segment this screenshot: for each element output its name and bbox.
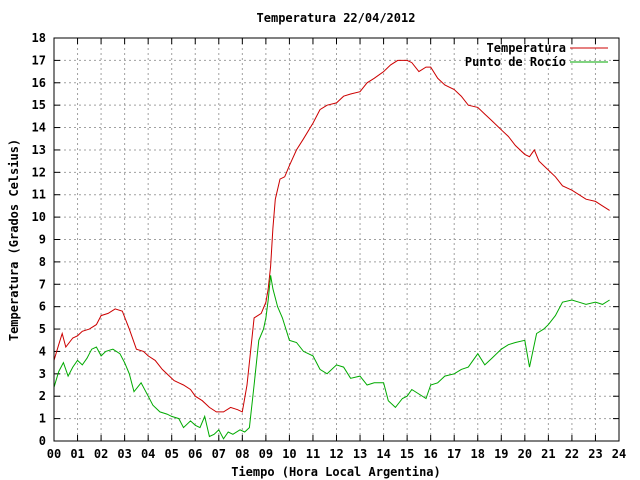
y-tick-label: 7 [39, 277, 46, 291]
x-tick-label: 17 [447, 447, 461, 461]
x-tick-label: 11 [306, 447, 320, 461]
y-tick-label: 0 [39, 434, 46, 448]
y-tick-label: 18 [32, 31, 46, 45]
x-tick-label: 05 [164, 447, 178, 461]
x-tick-label: 22 [565, 447, 579, 461]
y-tick-label: 1 [39, 412, 46, 426]
x-tick-label: 21 [541, 447, 555, 461]
y-tick-label: 13 [32, 143, 46, 157]
x-tick-label: 24 [612, 447, 626, 461]
plot-frame [53, 37, 620, 442]
series-line-temperatura [53, 59, 610, 413]
y-tick-label: 4 [39, 344, 46, 358]
series-line-punto-de-rocio [53, 275, 610, 440]
y-tick-label: 3 [39, 367, 46, 381]
x-tick-label: 10 [282, 447, 296, 461]
y-tick-label: 15 [32, 98, 46, 112]
y-tick-label: 6 [39, 300, 46, 314]
y-tick-label: 16 [32, 76, 46, 90]
x-tick-label: 20 [518, 447, 532, 461]
x-tick-label: 12 [329, 447, 343, 461]
y-tick-label: 12 [32, 165, 46, 179]
x-tick-label: 18 [471, 447, 485, 461]
y-tick-label: 2 [39, 389, 46, 403]
x-tick-label: 19 [494, 447, 508, 461]
chart-title: Temperatura 22/04/2012 [257, 11, 416, 25]
y-tick-label: 17 [32, 53, 46, 67]
legend-label-punto-de-rocio: Punto de Rocío [465, 55, 566, 69]
x-tick-label: 06 [188, 447, 202, 461]
grid [54, 38, 619, 441]
axis-ticks: 00 01 02 03 04 05 06 07 08 09 10 11 12 13 14 15 16 17 18 19… [32, 31, 627, 461]
x-tick-label: 08 [235, 447, 249, 461]
series-lines [53, 59, 610, 440]
x-tick-label: 01 [70, 447, 84, 461]
x-tick-label: 09 [259, 447, 273, 461]
x-axis-label: Tiempo (Hora Local Argentina) [231, 465, 441, 479]
x-tick-label: 14 [376, 447, 390, 461]
x-tick-label: 02 [94, 447, 108, 461]
x-tick-label: 15 [400, 447, 414, 461]
x-tick-label: 07 [212, 447, 226, 461]
y-tick-label: 8 [39, 255, 46, 269]
x-tick-label: 04 [141, 447, 155, 461]
legend-label-temperatura: Temperatura [487, 41, 566, 55]
legend: Temperatura Punto de Rocío [465, 41, 608, 69]
x-tick-label: 23 [588, 447, 602, 461]
y-tick-label: 11 [32, 188, 46, 202]
y-axis-label: Temperatura (Grados Celsius) [7, 139, 21, 341]
x-tick-label: 16 [423, 447, 437, 461]
x-tick-label: 13 [353, 447, 367, 461]
y-tick-label: 10 [32, 210, 46, 224]
x-tick-label: 03 [117, 447, 131, 461]
y-tick-label: 14 [32, 121, 46, 135]
x-tick-label: 00 [47, 447, 61, 461]
y-tick-label: 5 [39, 322, 46, 336]
y-tick-label: 9 [39, 233, 46, 247]
